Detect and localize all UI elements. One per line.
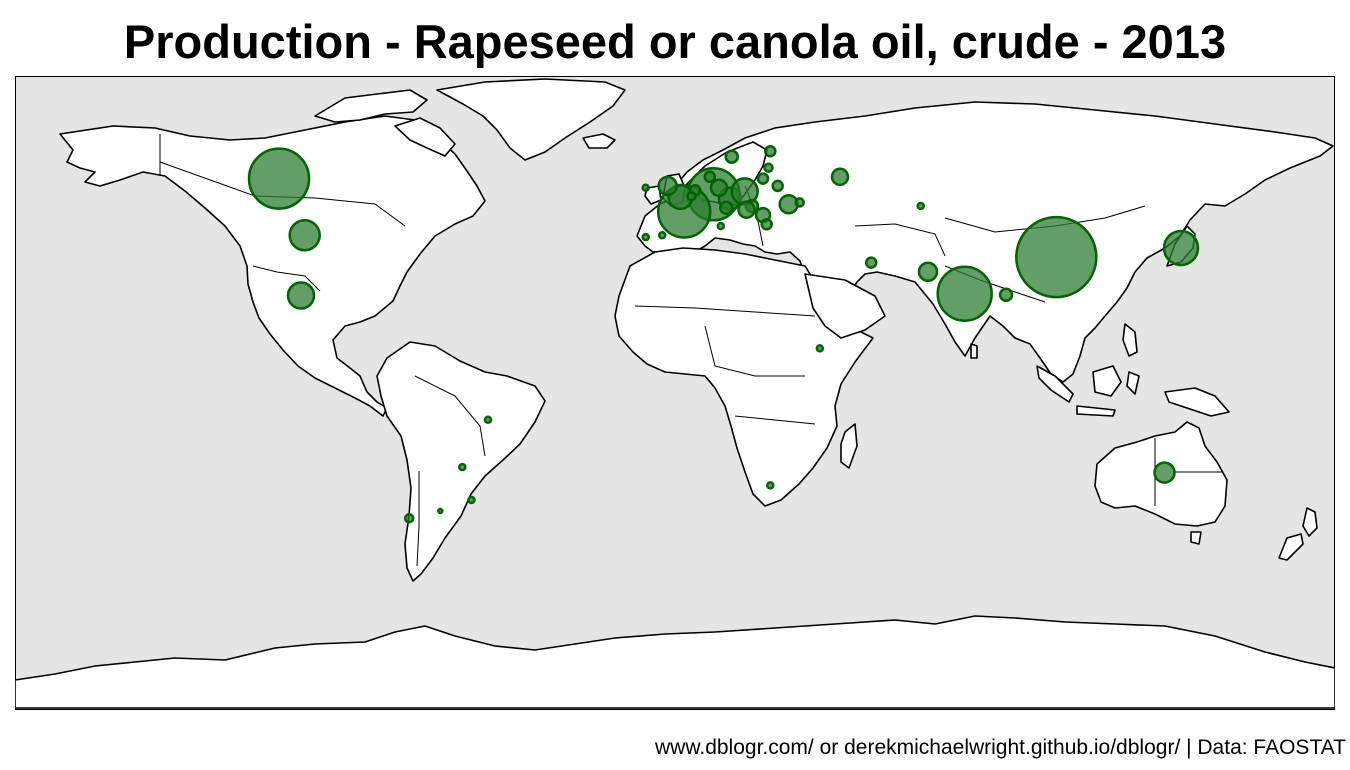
production-bubble-11	[737, 200, 756, 219]
landmass-iceland	[582, 133, 616, 149]
landmass-java	[1076, 405, 1116, 417]
production-bubble-30	[916, 201, 925, 211]
production-bubble-25	[657, 230, 667, 240]
production-bubble-24	[686, 190, 697, 202]
border-kazakhstan	[854, 223, 946, 257]
landmass-sulawesi	[1126, 371, 1140, 395]
landmass-madagascar	[840, 423, 858, 469]
production-bubble-27	[716, 221, 726, 231]
border-southern-africa	[734, 415, 816, 425]
landmass-south-america	[376, 341, 546, 582]
production-bubble-32	[917, 261, 939, 283]
source-caption: www.dblogr.com/ or derekmichaelwright.gi…	[655, 736, 1346, 759]
production-bubble-43	[467, 495, 476, 505]
production-bubble-29	[830, 167, 850, 187]
border-brazil	[414, 375, 486, 457]
production-bubble-40	[483, 415, 493, 424]
landmass-arctic-islands	[314, 89, 428, 123]
border-argentina-chile	[416, 471, 420, 567]
country-borders	[159, 134, 1223, 567]
production-bubble-15	[771, 179, 784, 193]
landmass-sumatra	[1036, 365, 1074, 403]
landmass-tasmania	[1190, 531, 1202, 545]
landmass-greenland	[436, 78, 626, 161]
landmass-antarctica	[15, 615, 1335, 709]
production-bubble-28	[794, 197, 805, 208]
landmass-baffin	[394, 117, 456, 157]
landmass-new-guinea	[1164, 387, 1230, 417]
production-bubble-34	[998, 287, 1014, 303]
production-bubble-26	[641, 232, 650, 242]
map-title: Production - Rapeseed or canola oil, cru…	[123, 15, 1227, 68]
border-sahara	[634, 305, 816, 317]
production-bubble-38	[815, 344, 825, 353]
landmass-arabia	[804, 273, 886, 339]
production-bubble-16	[756, 172, 770, 185]
landmass-philippines	[1122, 323, 1138, 357]
production-bubble-20	[703, 170, 717, 184]
production-bubble-0	[247, 147, 311, 210]
production-bubble-42	[403, 513, 415, 524]
landmass-new-zealand	[1302, 507, 1318, 537]
world-map	[15, 78, 1335, 709]
landmass-sri-lanka	[970, 343, 978, 359]
production-bubble-36	[1162, 229, 1200, 267]
production-bubble-22	[641, 183, 650, 193]
landmass-africa	[614, 247, 874, 507]
production-bubble-19	[724, 149, 740, 164]
border-us-canada	[159, 161, 406, 227]
production-bubble-1	[288, 218, 321, 252]
border-central-africa	[704, 325, 805, 377]
landmass-eurasia	[636, 101, 1334, 383]
production-bubble-18	[764, 144, 777, 158]
production-bubble-35	[1015, 215, 1098, 299]
landmass-borneo	[1092, 365, 1122, 397]
production-bubble-2	[286, 281, 316, 310]
border-us-mexico	[252, 265, 321, 292]
production-bubble-37	[1153, 461, 1176, 484]
production-bubble-44	[437, 507, 444, 515]
production-bubbles	[247, 144, 1200, 524]
production-bubble-39	[766, 481, 775, 490]
production-bubble-31	[864, 256, 878, 269]
production-bubble-21	[657, 175, 678, 197]
production-bubble-33	[936, 265, 993, 322]
landmass-ireland	[644, 185, 662, 205]
production-bubble-9	[719, 200, 734, 216]
production-bubble-8	[709, 178, 729, 198]
production-bubble-17	[763, 162, 774, 173]
landmasses	[15, 78, 1335, 709]
production-bubble-41	[458, 462, 467, 472]
landmass-new-zealand-south	[1278, 533, 1304, 561]
production-bubble-13	[760, 218, 773, 231]
